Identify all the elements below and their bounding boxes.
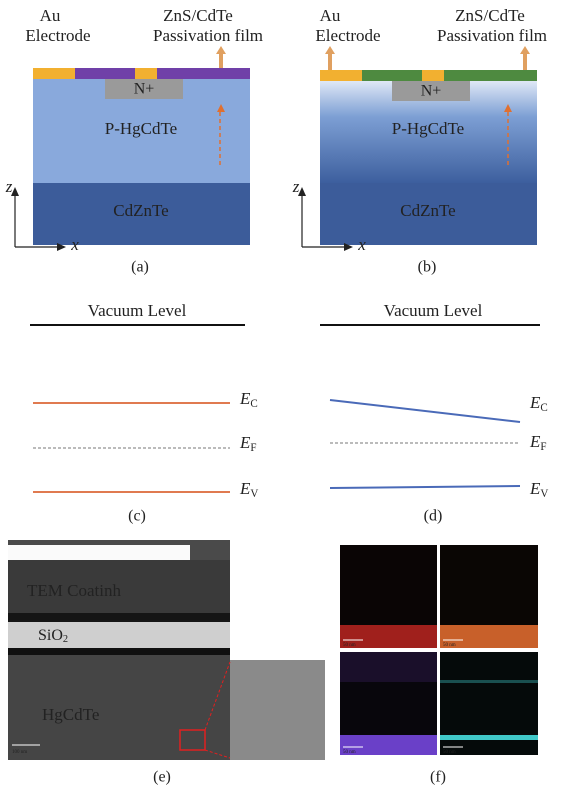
- fermi-label-sub: F: [250, 442, 256, 454]
- panel-label: (d): [424, 508, 443, 525]
- eds-maps: [340, 545, 538, 755]
- electrode-label: Au: [320, 6, 341, 25]
- vacuum-label: Vacuum Level: [384, 301, 483, 320]
- implant-label: N+: [134, 81, 155, 98]
- absorber-label: HgCdTe: [42, 705, 99, 724]
- conduction-label: EC: [239, 389, 258, 410]
- arrow-head: [520, 46, 530, 54]
- valence-label-sub: V: [540, 488, 548, 500]
- arrow-shaft: [328, 53, 332, 70]
- substrate-label: CdZnTe: [113, 201, 168, 220]
- substrate-label: CdZnTe: [400, 201, 455, 220]
- conduction-label-sub: C: [540, 402, 547, 414]
- film-label: ZnS/CdTe: [163, 6, 233, 25]
- electrode: [135, 68, 157, 79]
- conduction-band: [330, 400, 520, 422]
- arrow-head: [325, 46, 335, 54]
- panel-label: (b): [418, 259, 437, 276]
- valence-label-sub: V: [250, 488, 258, 500]
- oxide-label-sub: 2: [63, 634, 68, 645]
- axis-label: x: [357, 235, 366, 254]
- conduction-label-main: E: [239, 389, 251, 408]
- electrode-label: Au: [40, 6, 61, 25]
- figure: N+P-HgCdTeCdZnTeAuElectrodeZnS/CdTePassi…: [0, 0, 570, 791]
- film-label: Passivation film: [437, 26, 547, 45]
- valence-band: [330, 486, 520, 488]
- scale-bar-label: 50 nm: [343, 750, 356, 755]
- page: N+P-HgCdTeCdZnTeAuElectrodeZnS/CdTePassi…: [0, 0, 570, 791]
- scale-bar-label: 50 nm: [443, 750, 456, 755]
- arrow-shaft: [523, 53, 527, 70]
- fermi-label: EF: [529, 432, 547, 453]
- electrode: [33, 68, 75, 79]
- valence-label: EV: [239, 479, 258, 500]
- scale-bar-label: 50 nm: [443, 643, 456, 648]
- electrode: [320, 70, 362, 81]
- electrode: [422, 70, 444, 81]
- valence-label: EV: [529, 479, 548, 500]
- panel-label: (c): [128, 508, 146, 525]
- electrode-label: Electrode: [25, 26, 90, 45]
- scale-bar-label: 100 nm: [12, 750, 27, 755]
- vacuum-label: Vacuum Level: [88, 301, 187, 320]
- fermi-label-sub: F: [540, 441, 546, 453]
- axis-label: z: [292, 177, 300, 196]
- arrow-head: [216, 46, 226, 54]
- absorber-label: P-HgCdTe: [105, 119, 177, 138]
- panel-label: (f): [430, 769, 446, 786]
- valence-label-main: E: [239, 479, 251, 498]
- conduction-label: EC: [529, 393, 548, 414]
- coating-label: TEM Coatinh: [27, 581, 121, 600]
- arrow-shaft: [219, 53, 223, 68]
- oxide-label-main: SiO: [38, 627, 63, 644]
- valence-label-main: E: [529, 479, 541, 498]
- panel-label: (e): [153, 769, 171, 786]
- film-label: Passivation film: [153, 26, 263, 45]
- absorber-label: P-HgCdTe: [392, 119, 464, 138]
- scale-bar-label: 50 nm: [343, 643, 356, 648]
- electrode-label: Electrode: [315, 26, 380, 45]
- film-label: ZnS/CdTe: [455, 6, 525, 25]
- conduction-label-sub: C: [250, 398, 257, 410]
- axis-label: z: [5, 177, 13, 196]
- fermi-label-main: E: [239, 433, 251, 452]
- fermi-label: EF: [239, 433, 257, 454]
- conduction-label-main: E: [529, 393, 541, 412]
- axis-label: x: [70, 235, 79, 254]
- tem-image: [8, 540, 325, 760]
- implant-label: N+: [421, 83, 442, 100]
- panel-label: (a): [131, 259, 149, 276]
- fermi-label-main: E: [529, 432, 541, 451]
